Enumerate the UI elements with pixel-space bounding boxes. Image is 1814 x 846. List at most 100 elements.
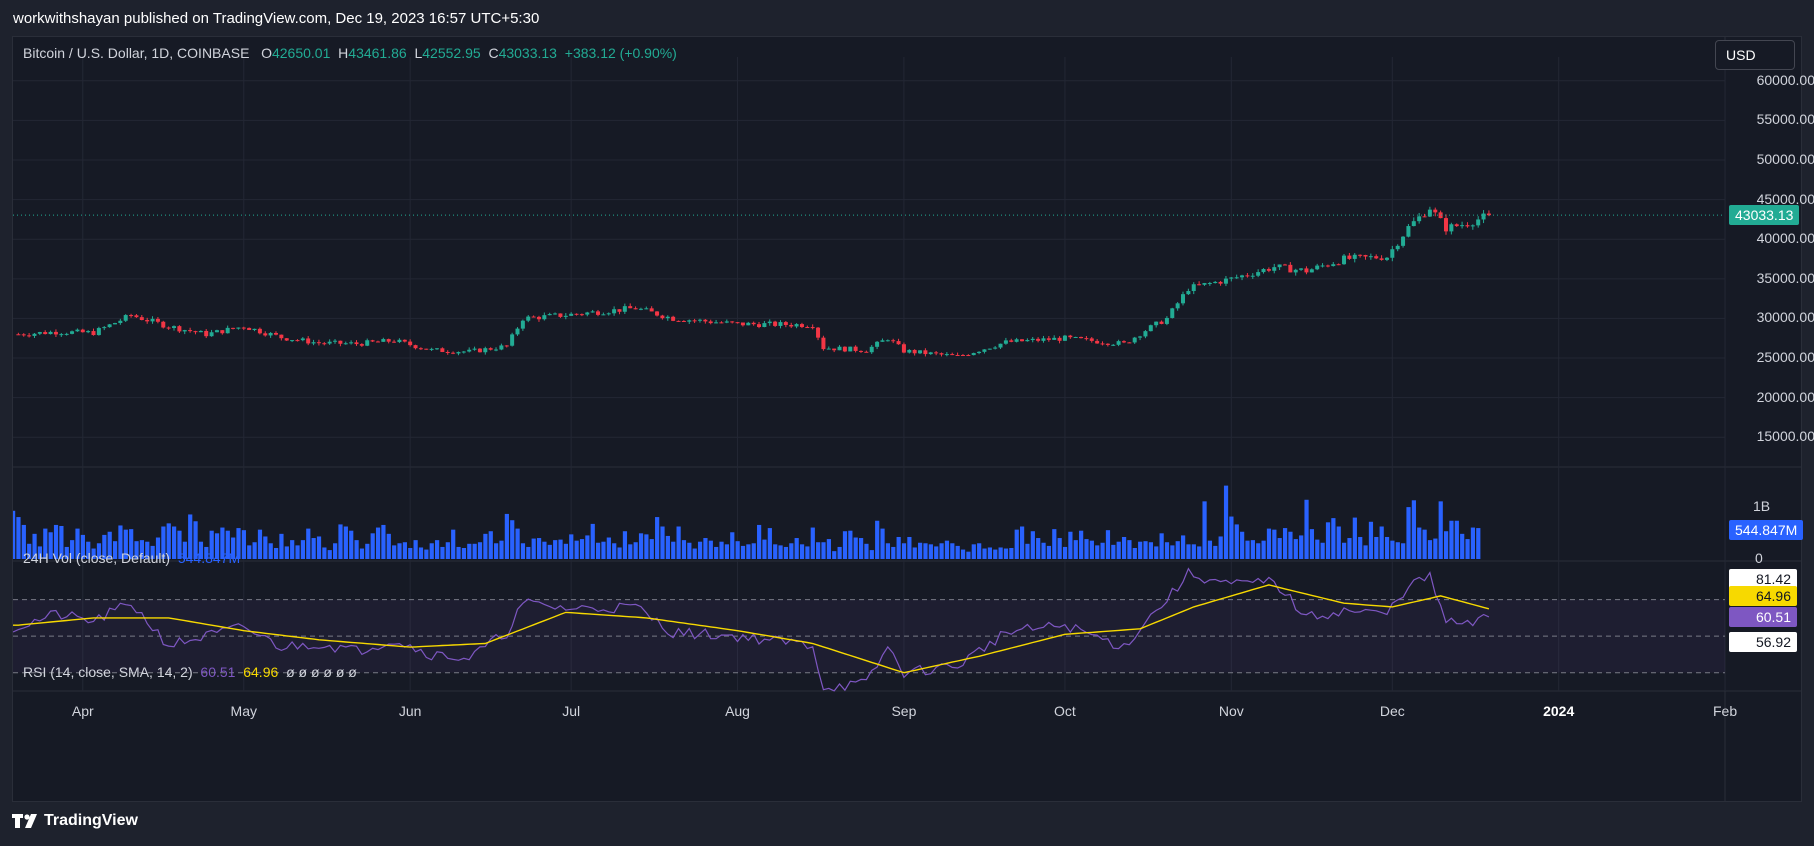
candle-body — [1411, 221, 1416, 227]
volume-axis-0: 0 — [1755, 550, 1763, 566]
candle-body — [923, 350, 928, 355]
volume-bar — [1379, 526, 1384, 559]
volume-bar — [601, 541, 606, 559]
volume-bar — [875, 520, 880, 559]
volume-bar — [563, 543, 569, 559]
candle-body — [622, 306, 627, 312]
candle-body — [1315, 265, 1320, 270]
candle-body — [681, 321, 686, 323]
candle-body — [91, 331, 96, 336]
volume-bar — [214, 533, 220, 559]
footer-brand[interactable]: TradingView — [12, 812, 138, 830]
volume-bar — [75, 528, 80, 559]
volume-bar — [375, 527, 381, 559]
candle-body — [472, 348, 477, 350]
volume-bar — [1336, 526, 1341, 559]
volume-bar — [628, 544, 633, 559]
volume-bar — [236, 528, 241, 559]
candle-body — [773, 321, 778, 326]
volume-bar — [1417, 527, 1422, 559]
candle-body — [1347, 255, 1352, 259]
candle-body — [644, 308, 649, 310]
candle-body — [998, 343, 1003, 348]
candle-body — [1443, 218, 1448, 232]
candle-body — [504, 345, 509, 347]
candle-body — [869, 346, 874, 353]
volume-bar — [590, 523, 595, 559]
candle-body — [1293, 269, 1298, 273]
volume-axis-1b: 1B — [1753, 497, 1771, 514]
volume-bar — [32, 533, 37, 559]
candle-body — [1352, 254, 1357, 259]
volume-bar — [542, 541, 547, 559]
volume-bar — [112, 541, 118, 559]
volume-bar — [799, 544, 805, 559]
volume-bar — [467, 543, 472, 559]
candle-body — [1148, 325, 1153, 332]
candle-body — [1036, 338, 1041, 341]
candle-body — [939, 353, 944, 355]
symbol-legend[interactable]: Bitcoin / U.S. Dollar, 1D, COINBASE O426… — [23, 45, 677, 61]
volume-bar — [676, 526, 681, 559]
candle-body — [740, 322, 745, 326]
volume-bar — [1052, 529, 1057, 559]
volume-bar — [349, 530, 354, 559]
candle-body — [16, 334, 21, 336]
low-label: L — [414, 45, 423, 61]
volume-bar — [424, 549, 429, 559]
candle-body — [1261, 269, 1266, 273]
volume-bar — [1079, 530, 1084, 559]
volume-legend[interactable]: 24H Vol (close, Default) 544.847M — [23, 550, 240, 566]
candle-body — [1202, 283, 1207, 285]
candle-body — [1105, 343, 1110, 345]
volume-bar — [982, 548, 987, 559]
candle-body — [1272, 267, 1277, 271]
candle-body — [617, 309, 622, 312]
volume-bar — [300, 540, 306, 559]
volume-bar — [1342, 542, 1347, 559]
y-tick-label: 20000.00 — [1756, 388, 1814, 405]
x-tick-label: Aug — [725, 703, 750, 719]
volume-bar — [1009, 547, 1014, 559]
y-tick-label: 60000.00 — [1756, 71, 1814, 88]
candle-body — [483, 348, 488, 353]
chart-frame[interactable]: Bitcoin / U.S. Dollar, 1D, COINBASE O426… — [12, 36, 1814, 802]
candle-body — [257, 328, 262, 334]
volume-bar — [247, 545, 252, 559]
candle-body — [665, 316, 670, 319]
volume-bar — [413, 540, 418, 559]
candle-body — [1384, 257, 1389, 260]
y-tick-label: 25000.00 — [1756, 349, 1814, 366]
volume-bar — [1352, 517, 1357, 559]
candle-body — [333, 340, 338, 342]
candle-body — [1116, 341, 1121, 345]
currency-button[interactable]: USD — [1715, 40, 1795, 70]
candle-body — [1207, 283, 1212, 285]
candle-body — [322, 343, 327, 345]
candle-body — [1401, 236, 1406, 246]
volume-bar — [1159, 533, 1164, 559]
volume-bar — [1368, 521, 1374, 559]
volume-bar — [418, 547, 424, 559]
rsi-legend[interactable]: RSI (14, close, SMA, 14, 2) 60.51 64.96 … — [23, 664, 357, 680]
candle-body — [488, 348, 493, 350]
candle-body — [692, 320, 697, 322]
volume-bar — [896, 536, 901, 559]
candle-body — [1460, 225, 1465, 227]
candle-body — [590, 311, 595, 313]
volume-bar — [660, 526, 665, 559]
candle-body — [1138, 336, 1143, 338]
chart-canvas[interactable] — [13, 37, 1801, 801]
candle-body — [306, 338, 311, 344]
volume-bar — [145, 541, 150, 559]
candle-body — [1476, 219, 1481, 226]
candle-body — [1046, 338, 1051, 340]
volume-bar — [370, 533, 375, 559]
candle-body — [708, 321, 713, 324]
candle-body — [241, 327, 246, 329]
volume-bar — [740, 545, 746, 559]
candle-body — [1304, 268, 1309, 273]
close-label: C — [488, 45, 499, 61]
volume-bar — [322, 547, 327, 559]
volume-bar — [1390, 540, 1395, 559]
